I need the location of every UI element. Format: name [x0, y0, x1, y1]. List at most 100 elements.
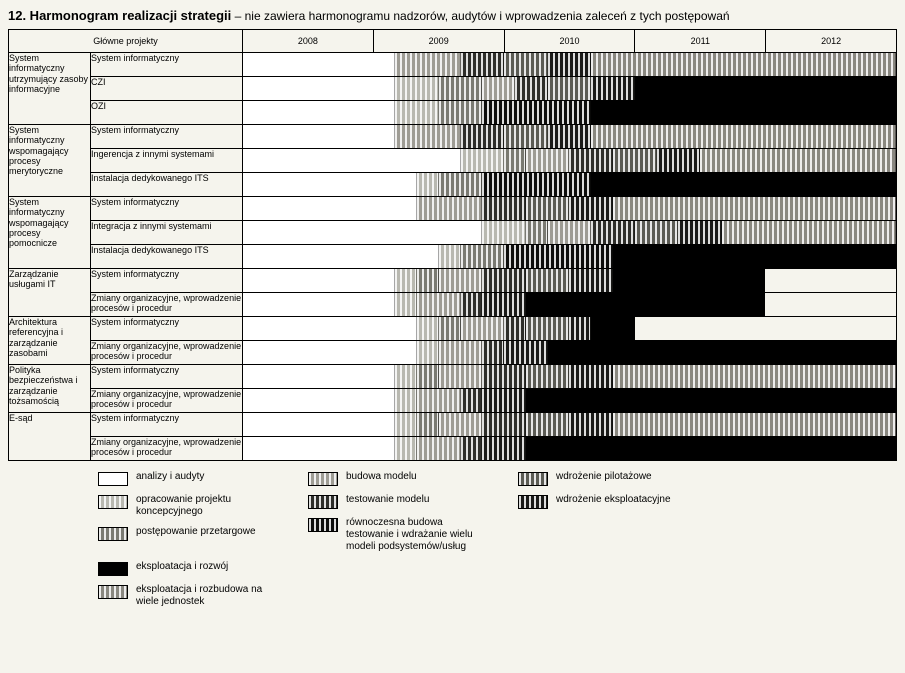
category-cell: Polityka bezpieczeństwa i zarządzanie to…: [9, 365, 91, 413]
category-cell: System informatyczny utrzymujący zasoby …: [9, 53, 91, 125]
gantt-segment: [591, 317, 635, 340]
category-cell: Architektura referencyjna i zarządzanie …: [9, 317, 91, 365]
gantt-segment: [439, 77, 483, 100]
subproject-cell: OZI: [91, 101, 243, 125]
legend-label: analizy i audyty: [136, 471, 204, 483]
gantt-segment: [613, 245, 896, 268]
gantt-segment: [395, 101, 439, 124]
legend-label: postępowanie przetargowe: [136, 526, 256, 538]
gantt-segment: [526, 293, 765, 316]
gantt-segment: [591, 53, 896, 76]
gantt-segment: [439, 341, 483, 364]
gantt-segment: [482, 413, 526, 436]
header-year: 2010: [504, 30, 635, 53]
subproject-cell: System informatyczny: [91, 413, 243, 437]
table-row: System informatyczny wspomagający proces…: [9, 125, 897, 149]
legend-item: równoczesna budowa testowanie i wdrażani…: [308, 517, 488, 553]
gantt-segment: [548, 125, 592, 148]
legend-swatch: [308, 495, 338, 509]
gantt-segment: [417, 341, 439, 364]
gantt-segment: [591, 221, 635, 244]
gantt-cell: [243, 389, 897, 413]
gantt-segment: [504, 341, 548, 364]
gantt-segment: [569, 197, 613, 220]
gantt-segment: [482, 101, 591, 124]
gantt-segment: [243, 197, 417, 220]
gantt-segment: [243, 437, 395, 460]
gantt-segment: [504, 245, 613, 268]
legend-item: budowa modelu: [308, 471, 488, 486]
header-year: 2011: [635, 30, 766, 53]
gantt-segment: [482, 293, 526, 316]
gantt-segment: [243, 317, 417, 340]
gantt-segment: [613, 365, 896, 388]
table-row: System informatyczny wspomagający proces…: [9, 197, 897, 221]
table-row: Architektura referencyjna i zarządzanie …: [9, 317, 897, 341]
subproject-cell: Instalacja dedykowanego ITS: [91, 173, 243, 197]
category-cell: E-sąd: [9, 413, 91, 461]
gantt-segment: [526, 317, 570, 340]
legend-label: wdrożenie eksploatacyjne: [556, 494, 671, 506]
table-row: Polityka bezpieczeństwa i zarządzanie to…: [9, 365, 897, 389]
subproject-cell: Integracja z innymi systemami: [91, 221, 243, 245]
table-row: E-sądSystem informatyczny: [9, 413, 897, 437]
table-row: Instalacja dedykowanego ITS: [9, 245, 897, 269]
legend-item: wdrożenie eksploatacyjne: [518, 494, 698, 509]
gantt-cell: [243, 317, 897, 341]
gantt-segment: [417, 317, 439, 340]
gantt-segment: [526, 365, 570, 388]
gantt-segment: [395, 269, 417, 292]
gantt-segment: [417, 269, 439, 292]
subproject-cell: Zmiany organizacyjne, wprowadzenie proce…: [91, 389, 243, 413]
gantt-table: Główne projekty 2008 2009 2010 2011 2012…: [8, 29, 897, 461]
gantt-segment: [439, 173, 483, 196]
gantt-segment: [243, 53, 395, 76]
gantt-segment: [635, 77, 896, 100]
gantt-segment: [439, 365, 483, 388]
subproject-cell: Zmiany organizacyjne, wprowadzenie proce…: [91, 437, 243, 461]
gantt-segment: [482, 269, 526, 292]
legend-label: eksploatacja i rozwój: [136, 561, 228, 573]
legend-swatch: [98, 495, 128, 509]
gantt-segment: [548, 221, 592, 244]
gantt-segment: [439, 245, 461, 268]
gantt-segment: [526, 389, 896, 412]
gantt-segment: [591, 125, 896, 148]
page-title: 12. Harmonogram realizacji strategii – n…: [8, 8, 897, 23]
gantt-segment: [243, 149, 461, 172]
subproject-cell: System informatyczny: [91, 317, 243, 341]
legend-label: eksploatacja i rozbudowa na wiele jednos…: [136, 584, 278, 608]
gantt-cell: [243, 101, 897, 125]
subproject-cell: Ingerencja z innymi systemami: [91, 149, 243, 173]
gantt-cell: [243, 173, 897, 197]
gantt-segment: [439, 413, 483, 436]
gantt-segment: [482, 389, 526, 412]
gantt-segment: [243, 245, 439, 268]
gantt-segment: [439, 101, 483, 124]
gantt-segment: [482, 437, 526, 460]
gantt-segment: [700, 149, 896, 172]
gantt-segment: [526, 149, 570, 172]
gantt-segment: [243, 341, 417, 364]
gantt-segment: [243, 269, 395, 292]
legend-label: testowanie modelu: [346, 494, 429, 506]
gantt-cell: [243, 293, 897, 317]
legend-swatch: [98, 585, 128, 599]
legend-item: eksploatacja i rozbudowa na wiele jednos…: [98, 584, 278, 608]
gantt-cell: [243, 245, 897, 269]
title-main: 12. Harmonogram realizacji strategii: [8, 8, 231, 23]
gantt-segment: [395, 413, 417, 436]
gantt-segment: [613, 149, 657, 172]
category-cell: System informatyczny wspomagający proces…: [9, 197, 91, 269]
gantt-segment: [482, 341, 504, 364]
gantt-segment: [243, 173, 417, 196]
gantt-segment: [635, 221, 679, 244]
gantt-segment: [461, 437, 483, 460]
gantt-segment: [657, 149, 701, 172]
gantt-segment: [591, 101, 896, 124]
gantt-segment: [482, 77, 515, 100]
gantt-segment: [569, 413, 613, 436]
gantt-cell: [243, 197, 897, 221]
gantt-segment: [395, 389, 417, 412]
gantt-cell: [243, 149, 897, 173]
